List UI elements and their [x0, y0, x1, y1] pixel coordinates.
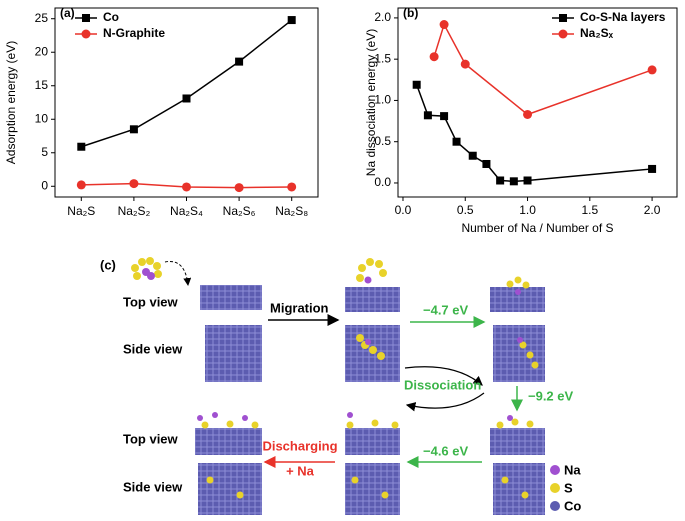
marker: [287, 16, 296, 25]
y-tick-label: 20: [35, 44, 49, 58]
series-line: [433, 22, 653, 116]
x-tick-label: Na₂S₆: [223, 204, 256, 218]
marker: [423, 111, 432, 120]
marker: [234, 183, 244, 193]
series-line: [415, 84, 653, 183]
marker: [509, 177, 518, 186]
marker: [129, 125, 138, 134]
step-label: −9.2 eV: [528, 388, 574, 403]
y-tick-label: 2.0: [374, 10, 391, 24]
y-tick-label: 0.5: [374, 134, 391, 148]
molecule: [131, 257, 192, 286]
view-label: Side view: [123, 341, 183, 356]
y-axis-label: Adsorption energy (eV): [4, 41, 18, 164]
step-label: + Na: [286, 463, 315, 478]
x-tick-label: 0.0: [395, 203, 412, 217]
x-tick-label: Na₂S₄: [170, 204, 203, 218]
marker: [76, 180, 86, 190]
y-tick-label: 0: [41, 178, 48, 192]
step-label: Dissociation: [404, 377, 481, 392]
y-tick-label: 25: [35, 11, 49, 25]
marker: [496, 176, 505, 185]
marker: [439, 20, 449, 30]
arrow: [405, 392, 485, 412]
legend-marker: [558, 29, 568, 39]
view-label: Top view: [123, 431, 179, 446]
x-tick-label: 2.0: [644, 203, 661, 217]
y-tick-label: 1.5: [374, 51, 391, 65]
marker: [287, 182, 297, 192]
legend-label: N-Graphite: [103, 26, 165, 40]
legend-marker: [81, 29, 91, 39]
y-tick-label: 5: [41, 145, 48, 159]
x-tick-label: Na₂S₈: [275, 204, 308, 218]
step-label: Migration: [270, 300, 329, 315]
legend-swatch: [550, 483, 560, 493]
marker: [440, 112, 449, 121]
slabs: [195, 258, 545, 515]
legend-marker: [82, 14, 90, 22]
legend-label: Na: [564, 462, 581, 477]
legend-swatch: [550, 465, 560, 475]
marker: [77, 142, 86, 151]
legend-label: S: [564, 480, 573, 495]
marker: [468, 151, 477, 160]
y-tick-label: 0.0: [374, 175, 391, 189]
marker: [452, 137, 461, 146]
legend-swatch: [550, 501, 560, 511]
marker: [523, 109, 533, 119]
marker: [523, 176, 532, 185]
panel-label: (c): [100, 257, 116, 272]
panel-label: (b): [403, 6, 418, 20]
view-label: Side view: [123, 479, 183, 494]
marker: [429, 52, 439, 62]
step-label: −4.7 eV: [423, 302, 469, 317]
step-label: −4.6 eV: [423, 443, 469, 458]
legend-marker: [559, 14, 567, 22]
y-tick-label: 15: [35, 78, 49, 92]
marker: [412, 80, 421, 89]
marker: [460, 59, 470, 69]
marker: [129, 179, 139, 189]
x-tick-label: 1.5: [581, 203, 598, 217]
marker: [182, 94, 191, 103]
plot-frame: [397, 7, 678, 198]
legend-label: Co: [103, 10, 119, 24]
x-tick-label: Na₂S: [67, 204, 95, 218]
marker: [648, 164, 657, 173]
view-label: Top view: [123, 294, 179, 309]
marker: [482, 159, 491, 168]
y-axis-label: Na dissociation energy (eV): [364, 29, 378, 176]
x-tick-label: Na₂S₂: [118, 204, 151, 218]
panel-label: (a): [60, 6, 75, 20]
x-axis-label: Number of Na / Number of S: [461, 221, 613, 235]
step-label: Discharging: [262, 438, 337, 453]
marker: [647, 65, 657, 75]
x-tick-label: 1.0: [519, 203, 536, 217]
legend-label: Co-S-Na layers: [580, 10, 666, 24]
x-tick-label: 0.5: [457, 203, 474, 217]
arrow: [404, 366, 483, 386]
legend-label: Co: [564, 498, 581, 513]
marker: [235, 57, 244, 66]
y-tick-label: 1.0: [374, 93, 391, 107]
y-tick-label: 10: [35, 111, 49, 125]
legend-label: Na₂Sₓ: [580, 26, 614, 40]
plot-frame: [54, 7, 319, 198]
marker: [182, 182, 191, 192]
